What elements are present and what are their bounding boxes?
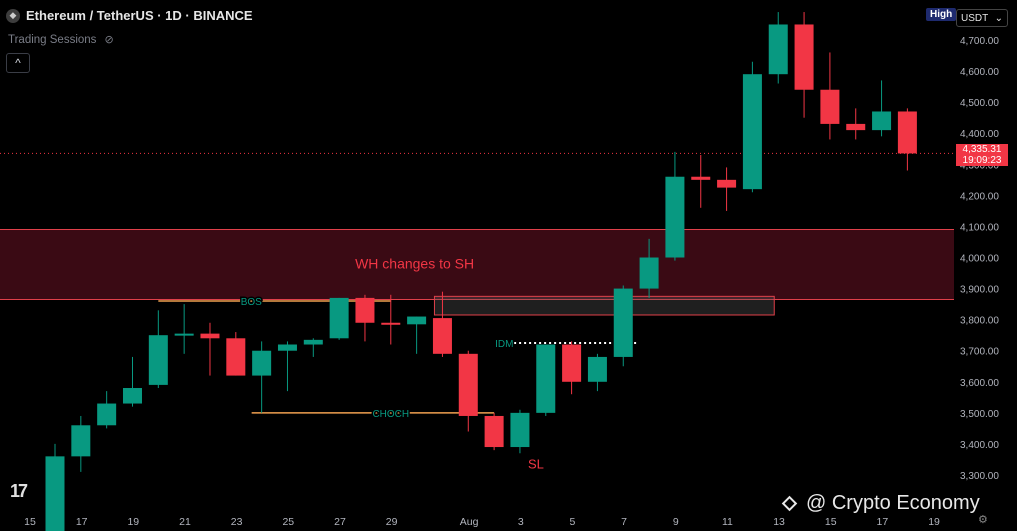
x-tick-label: 7 xyxy=(621,516,627,528)
tradingview-logo: 17 xyxy=(10,481,28,501)
y-tick-label: 4,000.00 xyxy=(960,254,999,265)
x-tick-label: 19 xyxy=(928,516,940,528)
candle-body xyxy=(510,412,530,448)
candle-body xyxy=(226,338,246,376)
chevron-down-icon: ⌄ xyxy=(994,12,1003,24)
candle-body xyxy=(536,344,556,413)
symbol-title: Ethereum / TetherUS · 1D · BINANCE xyxy=(26,8,253,23)
candle-body xyxy=(381,322,401,325)
x-tick-label: 23 xyxy=(231,516,243,528)
high-badge: High xyxy=(926,8,957,21)
x-tick-label: 11 xyxy=(722,516,733,528)
candle-body xyxy=(794,24,814,90)
y-tick-label: 4,200.00 xyxy=(960,191,999,202)
candle-body xyxy=(97,403,117,426)
x-tick-label: 5 xyxy=(570,516,576,528)
candle-body xyxy=(820,89,840,124)
countdown-value: 19:09:23 xyxy=(962,155,1002,167)
last-price-tag: 4,335.31 19:09:23 xyxy=(956,144,1008,167)
candle-body xyxy=(432,318,452,354)
candle-body xyxy=(717,179,737,188)
x-tick-label: 9 xyxy=(673,516,679,528)
x-tick-label: 27 xyxy=(334,516,346,528)
candle-body xyxy=(562,344,582,382)
order-block-box xyxy=(433,295,775,316)
wh-changes-label: WH changes to SH xyxy=(355,255,474,271)
x-tick-label: 17 xyxy=(76,516,88,528)
candle-body xyxy=(458,353,478,416)
candle-body xyxy=(872,111,892,131)
candle-body xyxy=(587,356,607,382)
trading-sessions-indicator[interactable]: Trading Sessions ⊘ xyxy=(8,33,114,47)
candle-body xyxy=(122,388,142,404)
last-price-value: 4,335.31 xyxy=(962,144,1002,156)
y-tick-label: 4,600.00 xyxy=(960,67,999,78)
x-tick-label: 15 xyxy=(825,516,837,528)
candle-body xyxy=(742,74,762,190)
x-tick-label: 19 xyxy=(127,516,139,528)
x-tick-label: 3 xyxy=(518,516,524,528)
candle-body xyxy=(665,176,685,258)
watermark: @ Crypto Economy xyxy=(780,492,980,515)
candle-body xyxy=(897,111,917,154)
bos-label: BOS xyxy=(241,297,262,308)
y-tick-label: 3,800.00 xyxy=(960,316,999,327)
candle-body xyxy=(45,456,65,531)
x-tick-label: 17 xyxy=(877,516,889,528)
candle-body xyxy=(639,257,659,289)
candle-body xyxy=(768,24,788,75)
candle-body xyxy=(174,333,194,336)
candle-body xyxy=(252,350,272,376)
candle-body xyxy=(846,123,866,131)
y-tick-label: 4,100.00 xyxy=(960,222,999,233)
y-tick-label: 4,500.00 xyxy=(960,98,999,109)
candle-body xyxy=(355,297,375,323)
currency-dropdown[interactable]: USDT ⌄ xyxy=(956,9,1008,27)
candle-body xyxy=(407,316,427,325)
eye-slash-icon[interactable]: ⊘ xyxy=(104,34,114,46)
collapse-button[interactable]: ^ xyxy=(6,53,30,73)
candle-body xyxy=(71,425,91,457)
y-tick-label: 3,300.00 xyxy=(960,471,999,482)
candle-body xyxy=(691,176,711,180)
y-tick-label: 3,500.00 xyxy=(960,409,999,420)
currency-label: USDT xyxy=(961,12,989,24)
candle-body xyxy=(303,339,323,345)
y-tick-label: 4,400.00 xyxy=(960,129,999,140)
candle-body xyxy=(277,344,297,351)
y-tick-label: 3,900.00 xyxy=(960,285,999,296)
watermark-text: @ Crypto Economy xyxy=(806,492,980,514)
resistance-zone xyxy=(0,229,954,300)
candle-body xyxy=(613,288,633,357)
candle-body xyxy=(200,333,220,339)
candle-body xyxy=(484,415,504,448)
y-tick-label: 3,400.00 xyxy=(960,440,999,451)
y-tick-label: 4,700.00 xyxy=(960,36,999,47)
ethereum-icon: ◆ xyxy=(6,8,20,23)
x-tick-label: 29 xyxy=(386,516,398,528)
y-tick-label: 3,700.00 xyxy=(960,347,999,358)
idm-label: IDM xyxy=(495,339,513,350)
x-tick-label: 21 xyxy=(179,516,191,528)
trading-sessions-label: Trading Sessions xyxy=(8,33,97,46)
diamond-logo-icon xyxy=(780,494,800,514)
x-tick-label: Aug xyxy=(460,516,479,528)
x-tick-label: 25 xyxy=(282,516,294,528)
candle-body xyxy=(148,335,168,385)
y-tick-label: 3,600.00 xyxy=(960,378,999,389)
gear-icon[interactable]: ⚙ xyxy=(978,514,988,526)
x-tick-label: 15 xyxy=(24,516,36,528)
symbol-header[interactable]: ◆ Ethereum / TetherUS · 1D · BINANCE xyxy=(6,8,253,23)
x-tick-label: 13 xyxy=(773,516,785,528)
sl-label: SL xyxy=(528,456,544,471)
choch-label: CHOCH xyxy=(372,409,409,420)
candle-body xyxy=(329,297,349,339)
